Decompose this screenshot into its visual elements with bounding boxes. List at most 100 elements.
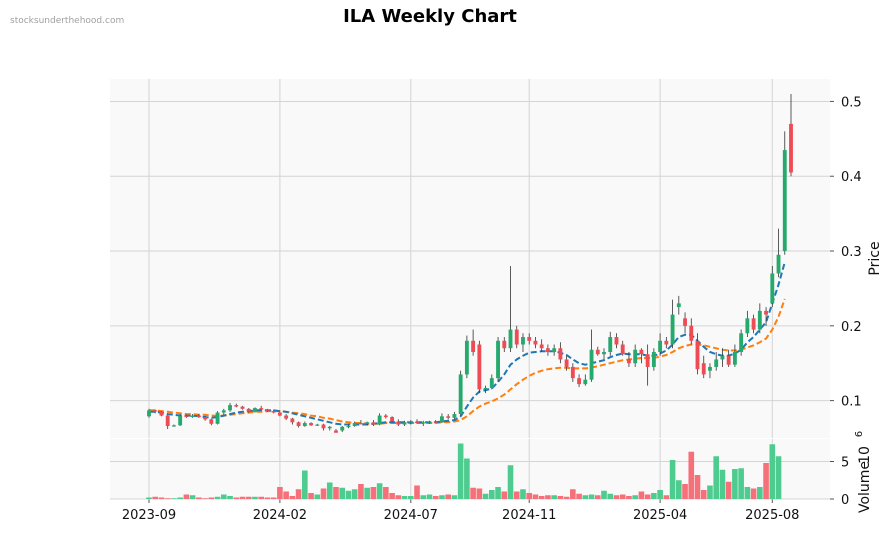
price-tick-label: 0.1	[841, 395, 862, 410]
candle-body	[627, 359, 631, 364]
volume-scale-label: 10	[857, 446, 873, 464]
volume-bar	[302, 470, 308, 499]
volume-bar	[383, 487, 389, 499]
volume-bar	[719, 469, 726, 499]
candle-body	[253, 408, 257, 412]
volume-bar	[582, 495, 589, 499]
candle-body	[265, 409, 270, 412]
volume-bar	[264, 497, 271, 499]
candle-body	[321, 424, 326, 429]
volume-axis-label: Volume	[857, 461, 873, 513]
candle-body	[246, 408, 251, 412]
candle-body	[527, 337, 532, 341]
volume-bar	[763, 463, 769, 499]
candle-body	[371, 422, 376, 425]
volume-bar	[538, 496, 545, 499]
candle-body	[415, 421, 419, 424]
volume-bar	[227, 496, 233, 499]
candle-body	[483, 387, 488, 390]
volume-bar	[744, 487, 751, 499]
candle-body	[184, 415, 189, 418]
volume-bar	[420, 495, 427, 499]
candle-body	[215, 412, 220, 424]
candle-body	[309, 423, 313, 426]
volume-bar	[732, 469, 738, 499]
candle-body	[421, 422, 426, 424]
ma-fast-line	[149, 261, 786, 426]
volume-bar	[513, 491, 520, 499]
volume-bar	[258, 496, 264, 499]
volume-bar	[308, 493, 314, 499]
x-tick-label: 2025-08	[745, 508, 799, 523]
volume-bar	[644, 494, 651, 499]
volume-bar	[545, 495, 551, 499]
volume-bar	[588, 494, 595, 499]
volume-bar	[725, 481, 732, 499]
volume-bar	[439, 495, 445, 499]
candle-body	[502, 340, 507, 349]
candle-body	[277, 412, 282, 416]
volume-bar	[370, 487, 377, 499]
candle-body	[714, 359, 719, 367]
volume-bar	[158, 497, 165, 499]
volume-bar	[414, 485, 420, 499]
candle-body	[153, 410, 158, 412]
price-tick-label: 0.3	[841, 245, 862, 260]
volume-bar	[557, 496, 564, 499]
candle-body	[701, 363, 706, 375]
volume-bar	[775, 456, 782, 499]
candle-body	[564, 359, 569, 367]
candle-body	[645, 354, 650, 367]
candle-body	[720, 355, 725, 360]
candle-body	[390, 417, 395, 422]
volume-bar	[295, 489, 302, 499]
candle-body	[402, 422, 407, 425]
candle-body	[159, 411, 164, 416]
volume-bar	[314, 494, 321, 499]
candle-body	[633, 349, 638, 364]
volume-bar	[676, 480, 682, 499]
volume-bar	[351, 489, 358, 499]
candle-body	[789, 123, 793, 173]
volume-bar	[252, 496, 258, 499]
volume-bar	[339, 487, 346, 499]
candle-body	[190, 415, 195, 418]
volume-bar	[576, 493, 582, 499]
volume-bar	[239, 496, 246, 499]
candle-body	[334, 430, 338, 433]
candle-body	[259, 408, 264, 410]
candle-body	[708, 366, 712, 371]
volume-bar	[694, 475, 701, 499]
volume-bar	[152, 496, 159, 499]
candle-body	[302, 423, 307, 427]
volume-bar	[682, 484, 688, 499]
volume-bar	[432, 496, 439, 499]
candle-body	[695, 340, 700, 370]
candle-body	[377, 415, 382, 425]
volume-bar	[171, 498, 177, 499]
volume-bar	[333, 487, 339, 499]
volume-bar	[426, 494, 433, 499]
volume-bar	[358, 484, 364, 499]
volume-bar	[189, 495, 196, 499]
x-tick-label: 2024-07	[384, 508, 438, 523]
volume-tick-label: 5	[841, 456, 849, 471]
candle-body	[658, 340, 663, 352]
candle-body	[234, 405, 239, 407]
candle-body	[352, 423, 357, 427]
candle-body	[327, 426, 332, 429]
volume-bar	[208, 497, 215, 499]
volume-bar	[277, 487, 283, 499]
volume-bar	[183, 494, 190, 499]
volume-bar	[464, 458, 470, 499]
volume-scale-exponent: 6	[854, 431, 865, 437]
candle-body	[676, 303, 681, 308]
volume-bar	[626, 496, 632, 499]
volume-bar	[551, 495, 557, 499]
volume-bar	[651, 493, 657, 499]
price-panel	[110, 79, 830, 438]
candle-body	[521, 337, 525, 345]
volume-bar	[495, 487, 501, 499]
candle-body	[614, 337, 619, 345]
price-tick-label: 0.4	[841, 170, 862, 185]
